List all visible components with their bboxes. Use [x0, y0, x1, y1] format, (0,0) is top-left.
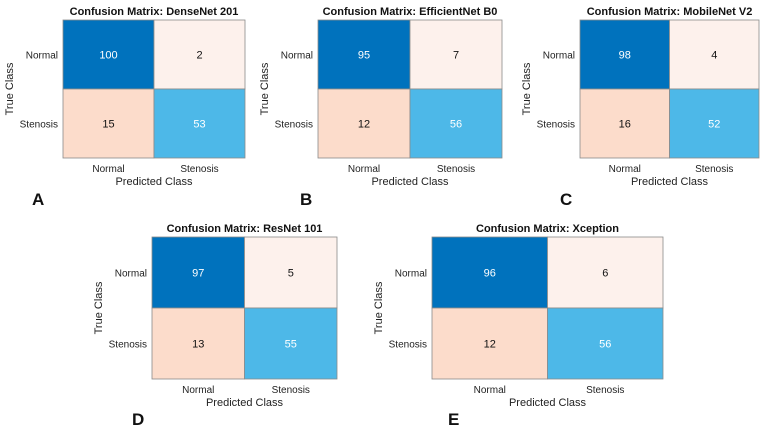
x-axis-label: Predicted Class — [115, 176, 193, 188]
y-tick-label: Stenosis — [537, 120, 575, 131]
x-axis-label: Predicted Class — [509, 397, 587, 409]
panel-label: A — [32, 190, 44, 209]
cell-value: 5 — [288, 268, 294, 280]
cell-normal-normal — [62, 19, 155, 90]
cell-stenosis-normal — [62, 88, 155, 159]
y-tick-label: Normal — [543, 51, 575, 62]
x-tick-label: Stenosis — [180, 164, 218, 175]
panel-label: D — [132, 410, 144, 429]
cell-stenosis-stenosis — [409, 88, 503, 159]
x-tick-label: Stenosis — [272, 385, 310, 396]
chart-title: Confusion Matrix: ResNet 101 — [167, 223, 323, 235]
cell-value: 16 — [619, 119, 631, 131]
y-tick-label: Stenosis — [275, 120, 313, 131]
cell-value: 97 — [192, 268, 204, 280]
confusion-matrix-B: 95 7 12 56 Confusion Matrix: EfficientNet B0… — [259, 6, 503, 209]
cell-value: 96 — [484, 268, 496, 280]
chart-title: Confusion Matrix: Xception — [476, 223, 619, 235]
y-axis-label: True Class — [521, 62, 533, 115]
chart-title: Confusion Matrix: EfficientNet B0 — [323, 6, 498, 18]
cell-stenosis-stenosis — [669, 88, 760, 159]
cell-normal-stenosis — [244, 236, 338, 309]
cell-value: 53 — [193, 119, 205, 131]
cell-value: 56 — [450, 119, 462, 131]
panel-label: C — [560, 190, 572, 209]
y-tick-label: Stenosis — [109, 340, 147, 351]
y-tick-label: Stenosis — [389, 340, 427, 351]
cell-normal-normal — [317, 19, 411, 90]
confusion-matrix-D: 97 5 13 55 Confusion Matrix: ResNet 101 Norma… — [93, 223, 338, 429]
y-axis-label: True Class — [4, 62, 16, 115]
confusion-matrix-C: 98 4 16 52 Confusion Matrix: MobileNet V2 Nor… — [521, 6, 760, 209]
cell-value: 52 — [708, 119, 720, 131]
cell-value: 15 — [102, 119, 114, 131]
y-tick-label: Normal — [115, 269, 147, 280]
y-tick-label: Normal — [281, 51, 313, 62]
panel-label: E — [448, 410, 459, 429]
cell-value: 95 — [358, 50, 370, 62]
x-axis-label: Predicted Class — [631, 176, 709, 188]
cell-value: 56 — [599, 339, 611, 351]
cell-normal-stenosis — [153, 19, 246, 90]
cell-value: 4 — [711, 50, 717, 62]
cell-normal-stenosis — [409, 19, 503, 90]
x-tick-label: Normal — [182, 385, 214, 396]
cell-value: 100 — [99, 50, 117, 62]
y-tick-label: Normal — [26, 51, 58, 62]
cell-normal-stenosis — [669, 19, 760, 90]
cell-stenosis-normal — [317, 88, 411, 159]
cell-normal-normal — [151, 236, 245, 309]
cell-normal-stenosis — [547, 236, 664, 309]
cell-value: 98 — [619, 50, 631, 62]
y-axis-label: True Class — [259, 62, 271, 115]
cell-stenosis-normal — [431, 307, 548, 380]
cell-value: 7 — [453, 50, 459, 62]
confusion-matrix-E: 96 6 12 56 Confusion Matrix: Xception Normal S… — [373, 223, 664, 429]
x-tick-label: Normal — [474, 385, 506, 396]
chart-title: Confusion Matrix: DenseNet 201 — [70, 6, 239, 18]
x-tick-label: Normal — [92, 164, 124, 175]
cell-value: 12 — [358, 119, 370, 131]
x-tick-label: Normal — [609, 164, 641, 175]
cell-normal-normal — [431, 236, 548, 309]
cell-value: 12 — [484, 339, 496, 351]
confusion-matrix-A: 100 2 15 53 Confusion Matrix: DenseNet 201 No… — [4, 6, 246, 209]
panel-label: B — [300, 190, 312, 209]
cell-value: 6 — [602, 268, 608, 280]
x-tick-label: Normal — [348, 164, 380, 175]
cell-value: 55 — [285, 339, 297, 351]
y-tick-label: Normal — [395, 269, 427, 280]
chart-title: Confusion Matrix: MobileNet V2 — [587, 6, 753, 18]
y-axis-label: True Class — [93, 281, 105, 334]
x-axis-label: Predicted Class — [206, 397, 284, 409]
x-axis-label: Predicted Class — [371, 176, 449, 188]
cell-value: 2 — [196, 50, 202, 62]
cell-stenosis-stenosis — [547, 307, 664, 380]
y-tick-label: Stenosis — [20, 120, 58, 131]
x-tick-label: Stenosis — [586, 385, 624, 396]
cell-stenosis-stenosis — [244, 307, 338, 380]
cell-stenosis-stenosis — [153, 88, 246, 159]
cell-value: 13 — [192, 339, 204, 351]
x-tick-label: Stenosis — [695, 164, 733, 175]
y-axis-label: True Class — [373, 281, 385, 334]
cell-stenosis-normal — [151, 307, 245, 380]
x-tick-label: Stenosis — [437, 164, 475, 175]
